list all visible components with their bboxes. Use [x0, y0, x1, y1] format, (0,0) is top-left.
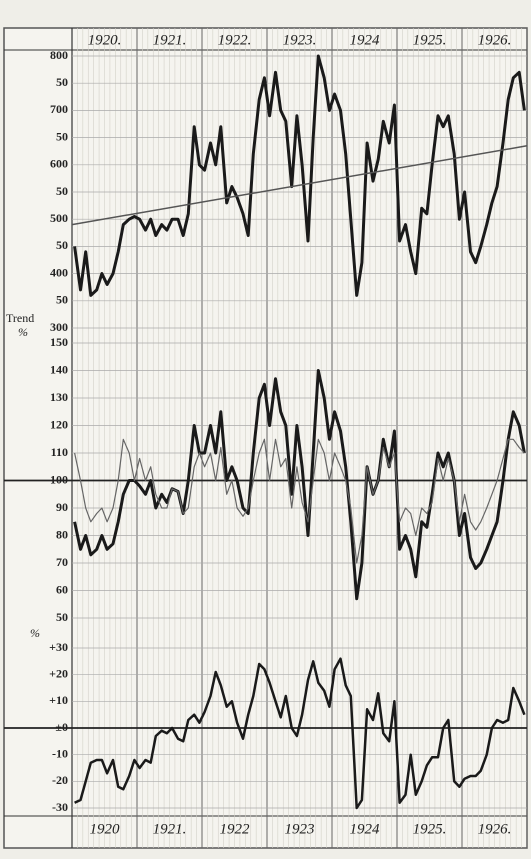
y-tick-label: 300 — [50, 320, 68, 334]
y-unit: % — [18, 325, 28, 339]
x-tick-label: 1926. — [478, 32, 512, 48]
y-tick-label: 700 — [50, 102, 68, 116]
y-tick-label: 50 — [56, 293, 68, 307]
series-line — [73, 369, 526, 601]
y-tick-label: -20 — [52, 773, 68, 787]
series-line — [74, 657, 526, 810]
y-tick-label: 150 — [50, 335, 68, 349]
y-unit: % — [30, 626, 40, 640]
x-tick-label: 1923 — [285, 821, 315, 837]
y-tick-label: +20 — [49, 666, 68, 680]
y-tick-label: +30 — [49, 640, 68, 654]
y-tick-label: 50 — [56, 75, 68, 89]
y-tick-label: 110 — [51, 445, 68, 459]
y-tick-label: 130 — [50, 390, 68, 404]
x-tick-label: 1920 — [90, 821, 121, 837]
y-tick-label: 50 — [56, 184, 68, 198]
x-tick-label: 1920. — [88, 32, 122, 48]
x-tick-label: 1921. — [153, 32, 187, 48]
y-tick-label: -10 — [52, 746, 68, 760]
y-tick-label: 90 — [56, 500, 68, 514]
x-tick-label: 1924 — [350, 32, 381, 48]
y-tick-label: 140 — [50, 362, 68, 376]
y-tick-label: ±0 — [55, 720, 68, 734]
y-tick-label: 120 — [50, 417, 68, 431]
series-line — [71, 145, 528, 226]
y-tick-label: 50 — [56, 129, 68, 143]
x-tick-label: 1921. — [153, 821, 187, 837]
y-label: Trend — [6, 311, 34, 325]
x-tick-label: 1924 — [350, 821, 381, 837]
y-tick-label: 400 — [50, 265, 68, 279]
y-tick-label: 600 — [50, 157, 68, 171]
y-tick-label: 500 — [50, 211, 68, 225]
y-tick-label: 50 — [56, 238, 68, 252]
x-tick-label: 1926. — [478, 821, 512, 837]
y-tick-label: +10 — [49, 693, 68, 707]
x-tick-label: 1923. — [283, 32, 317, 48]
x-tick-label: 1925. — [413, 821, 447, 837]
x-tick-label: 1922 — [220, 821, 251, 837]
y-tick-label: 100 — [50, 472, 68, 486]
x-tick-label: 1922. — [218, 32, 252, 48]
series-line — [73, 54, 526, 297]
y-tick-label: 800 — [50, 48, 68, 62]
y-tick-label: -30 — [52, 800, 68, 814]
x-tick-label: 1925. — [413, 32, 447, 48]
y-tick-label: 60 — [56, 582, 68, 596]
y-tick-label: 80 — [56, 527, 68, 541]
series-line — [74, 438, 525, 564]
y-tick-label: 50 — [56, 610, 68, 624]
y-tick-label: 70 — [56, 555, 68, 569]
